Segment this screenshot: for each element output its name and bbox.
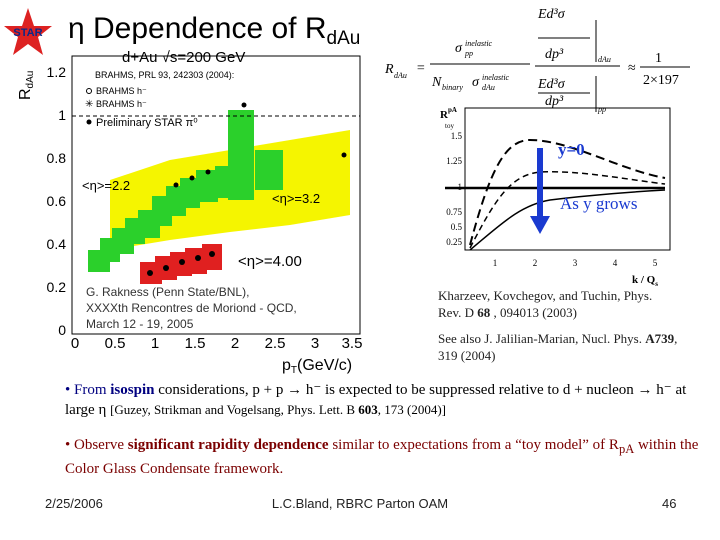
y-tick-label: 0.4: [47, 236, 67, 252]
y-label-sub: toy: [445, 122, 454, 130]
y-tick-label: 0.8: [47, 150, 67, 166]
toy-label: y=0: [558, 140, 585, 159]
x-label: pT(GeV/c): [282, 357, 352, 376]
citation: See also J. Jalilian-Marian, Nucl. Phys.…: [438, 331, 678, 363]
formula-part: 1: [655, 51, 662, 66]
formula-part: binary: [442, 83, 463, 92]
formula-part: dp³: [545, 47, 564, 62]
x-tick-label: 2.5: [265, 335, 286, 352]
axes-frame: [464, 107, 671, 251]
y-tick-label: 1.5: [451, 131, 463, 141]
annotation: <η>=2.2: [82, 178, 130, 193]
axes-frame: [71, 55, 361, 335]
y-tick-label: 1.2: [47, 64, 67, 80]
formula-part: Ed³σ: [537, 77, 566, 92]
curve: [469, 170, 666, 249]
annotation: <η>=4.00: [238, 253, 302, 270]
svg-text:✳: ✳: [85, 99, 93, 110]
y-tick-label: 0.75: [446, 207, 462, 217]
y-tick-label: 0.6: [47, 193, 67, 209]
y-label: RpA: [440, 106, 457, 121]
arrow-head: [530, 216, 550, 234]
x-tick-label: 3: [311, 335, 319, 352]
x-tick-label: 0.5: [105, 335, 126, 352]
formula-part: dAu: [394, 71, 407, 80]
caption-line: XXXXth Rencontres de Moriond - QCD,: [86, 301, 297, 315]
formula-part: inelastic: [465, 39, 493, 48]
formula-part: N: [431, 75, 442, 90]
formula-part: ≈: [628, 61, 636, 76]
x-tick-label: 3.5: [342, 335, 363, 352]
formula-part: inelastic: [482, 73, 510, 82]
x-tick-label: 1.5: [185, 335, 206, 352]
logo-star: [4, 8, 52, 55]
x-tick-label: 2: [533, 258, 538, 268]
caption-line: G. Rakness (Penn State/BNL),: [86, 285, 249, 299]
bullet: • Observe significant rapidity dependenc…: [65, 437, 699, 477]
y-tick-label: 0.25: [446, 237, 462, 247]
logo-text: STAR: [13, 27, 42, 39]
legend-text: BRAHMS h⁻: [96, 99, 147, 109]
x-tick-label: 1: [151, 335, 159, 352]
formula-part: dp³: [545, 94, 564, 109]
formula-part: σ: [472, 75, 480, 90]
y-tick-label: 0.2: [47, 279, 67, 295]
caption-line: March 12 - 19, 2005: [86, 317, 194, 331]
formula-part: pp: [597, 105, 606, 114]
y-tick-label: 0.5: [451, 222, 463, 232]
legend-text: BRAHMS, PRL 93, 242303 (2004):: [95, 70, 234, 80]
legend-text: BRAHMS h⁻: [96, 86, 147, 96]
title: η Dependence of RdAu: [68, 12, 360, 49]
left-plot: d+Au √s=200 GeV RdAu 1.2 1 0.8 0.6 0.4 0…: [17, 49, 362, 376]
formula-part: pp: [464, 49, 473, 58]
formula: R dAu = σ inelastic pp N binary σ inelas…: [384, 7, 690, 114]
formula-part: 2×197: [643, 73, 679, 88]
x-tick-label: 1: [493, 258, 498, 268]
curve: [469, 138, 666, 246]
x-tick-label: 2: [231, 335, 239, 352]
y-tick-label: 1.25: [446, 156, 462, 166]
formula-part: =: [416, 61, 425, 76]
points: [147, 102, 347, 276]
plot-header: d+Au √s=200 GeV: [122, 49, 245, 66]
toy-plot: RpA toy 1.5 1.25 1 0.75 0.5 0.25 1 2 3 4…: [440, 106, 671, 288]
y-label: RdAu: [17, 71, 36, 100]
x-ticks: 0 0.5 1 1.5 2 2.5 3 3.5: [71, 335, 363, 352]
curve: [469, 189, 666, 251]
legend: BRAHMS, PRL 93, 242303 (2004): BRAHMS h⁻…: [85, 70, 234, 129]
caption: G. Rakness (Penn State/BNL), XXXXth Renc…: [86, 285, 297, 331]
formula-part: dAu: [598, 55, 611, 64]
x-label: k / Qs: [632, 274, 658, 288]
formula-part: dAu: [482, 83, 495, 92]
citation: Kharzeev, Kovchegov, and Tuchin, Phys. R…: [438, 288, 653, 320]
x-ticks: 1 2 3 4 5: [493, 258, 658, 268]
x-tick-label: 0: [71, 335, 79, 352]
annotation: <η>=3.2: [272, 191, 320, 206]
formula-part: Ed³σ: [537, 7, 566, 22]
footer-center: L.C.Bland, RBRC Parton OAM: [271, 496, 449, 511]
y-ticks: 1.2 1 0.8 0.6 0.4 0.2 0: [47, 64, 67, 338]
y-tick-label: 1: [58, 107, 66, 123]
y-tick-label: 0: [58, 322, 66, 338]
x-tick-label: 5: [653, 258, 658, 268]
toy-label: As y grows: [560, 194, 637, 213]
legend-text: Preliminary STAR π⁰: [96, 117, 198, 129]
x-tick-label: 4: [613, 258, 618, 268]
formula-part: R: [384, 62, 394, 77]
green-boxes: [88, 110, 283, 272]
bullet: • From isospin considerations, p + p → h…: [65, 382, 687, 418]
footer-date: 2/25/2006: [45, 496, 103, 511]
x-tick-label: 3: [573, 258, 578, 268]
formula-part: σ: [455, 41, 463, 56]
footer-page: 46: [662, 496, 677, 511]
